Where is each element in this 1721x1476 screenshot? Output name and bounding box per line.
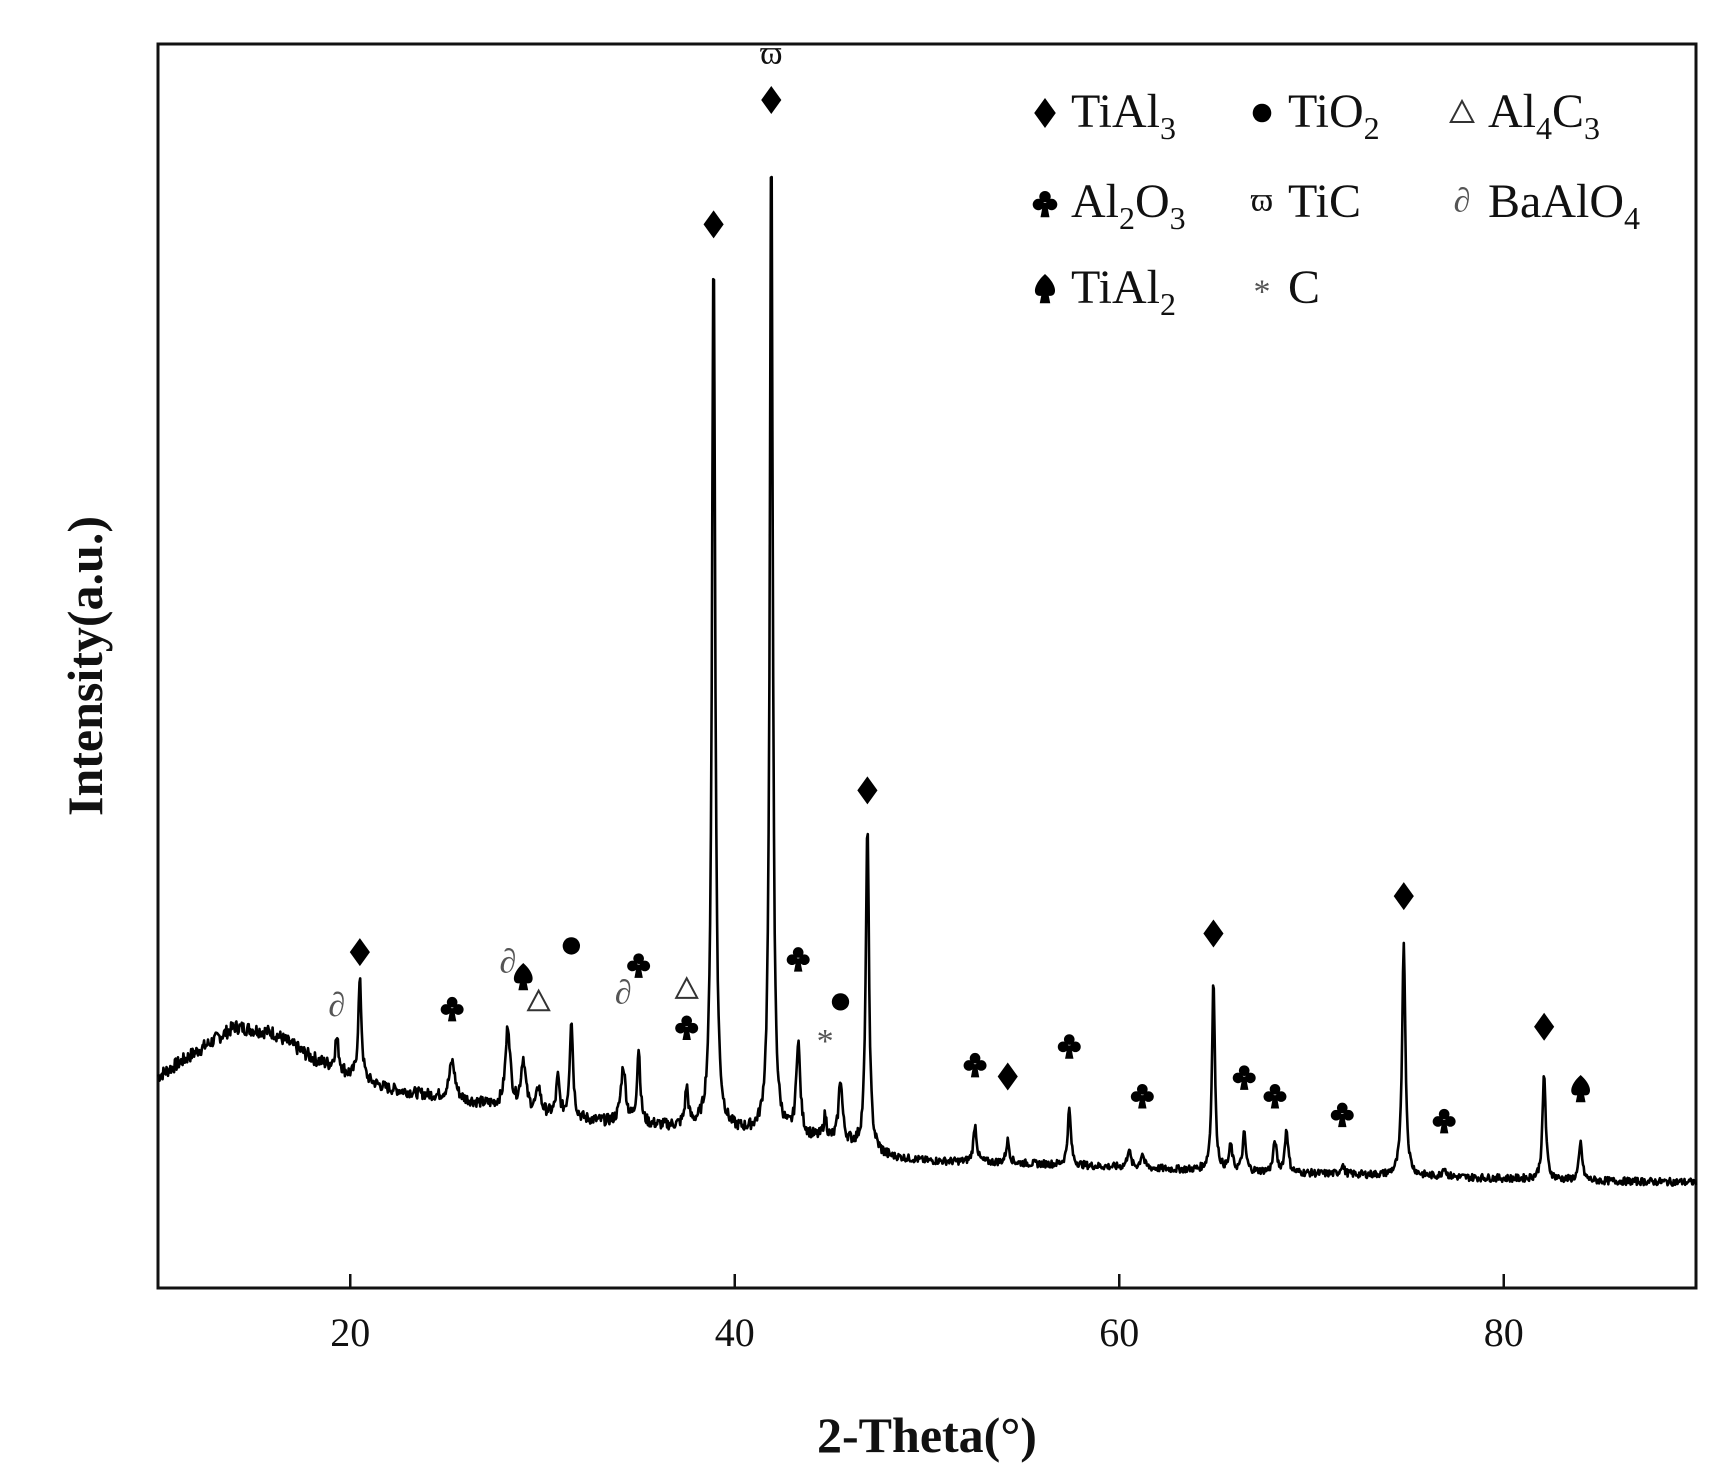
x-tick-label-40: 40 xyxy=(715,1310,755,1355)
peak-marker-varpi: ϖ xyxy=(760,34,782,71)
x-axis-ticks xyxy=(349,1274,1505,1288)
legend-label: TiO2 xyxy=(1288,85,1380,146)
legend-label: BaAlO4 xyxy=(1488,175,1640,236)
peak-marker-club xyxy=(1432,1108,1456,1134)
legend-item: TiO2 xyxy=(1252,85,1380,146)
legend-label: TiC xyxy=(1288,175,1361,228)
peak-marker-diamond xyxy=(1534,1012,1555,1041)
svg-text:∂: ∂ xyxy=(615,974,632,1011)
svg-text:∂: ∂ xyxy=(499,943,516,980)
peak-marker-partial: ∂ xyxy=(499,943,516,980)
peak-marker-circle xyxy=(831,993,850,1011)
peak-marker-diamond xyxy=(857,776,878,805)
legend-item: Al4C3 xyxy=(1449,85,1600,146)
legend-partial-icon: ∂ xyxy=(1454,182,1471,219)
svg-text:ϖ: ϖ xyxy=(760,34,782,71)
legend-item: TiAl2 xyxy=(1034,261,1176,322)
legend-label: Al4C3 xyxy=(1488,85,1600,146)
legend-item: ∂ BaAlO4 xyxy=(1454,175,1640,236)
legend-circle-icon xyxy=(1252,103,1272,123)
peak-marker-partial: ∂ xyxy=(615,974,632,1011)
legend-label: Al2O3 xyxy=(1071,175,1186,236)
legend-label: C xyxy=(1288,261,1320,314)
peak-marker-club xyxy=(963,1052,987,1078)
legend-diamond-icon xyxy=(1034,98,1056,128)
legend-varpi-icon: ϖ xyxy=(1251,182,1273,219)
peak-marker-diamond xyxy=(1203,919,1224,948)
x-tick-label-60: 60 xyxy=(1099,1310,1139,1355)
legend-club-icon xyxy=(1032,191,1058,218)
peak-marker-triangle-open xyxy=(526,988,551,1012)
svg-text:*: * xyxy=(1254,274,1271,311)
peak-marker-club xyxy=(440,996,464,1022)
y-axis-title: Intensity(a.u.) xyxy=(57,516,113,816)
svg-text:*: * xyxy=(817,1023,834,1060)
peak-marker-triangle-open xyxy=(674,976,699,999)
peak-marker-diamond xyxy=(1393,882,1414,911)
peak-marker-club xyxy=(675,1015,699,1041)
peak-marker-club xyxy=(1330,1102,1354,1128)
legend-label: TiAl3 xyxy=(1071,85,1176,146)
svg-text:∂: ∂ xyxy=(328,987,345,1024)
x-axis-title: 2-Theta(°) xyxy=(817,1407,1037,1463)
legend-item: ϖ TiC xyxy=(1251,175,1361,228)
peak-marker-spade xyxy=(1571,1074,1591,1103)
peak-marker-asterisk: * xyxy=(817,1023,834,1060)
peak-annotations: ∂ ∂ ∂ ϖ * xyxy=(328,34,1591,1134)
peak-marker-partial: ∂ xyxy=(328,987,345,1024)
legend-asterisk-icon: * xyxy=(1254,274,1271,311)
svg-text:ϖ: ϖ xyxy=(1251,182,1273,219)
peak-marker-club xyxy=(1057,1034,1081,1059)
legend-item: * C xyxy=(1254,261,1321,314)
peak-marker-club xyxy=(1130,1083,1154,1109)
peak-marker-club xyxy=(627,953,651,978)
peak-marker-diamond xyxy=(761,85,782,114)
svg-text:∂: ∂ xyxy=(1454,182,1471,219)
peak-marker-spade xyxy=(513,963,533,991)
peak-marker-diamond xyxy=(349,938,370,967)
x-tick-label-80: 80 xyxy=(1484,1310,1524,1355)
peak-marker-circle xyxy=(562,937,581,955)
peak-marker-club xyxy=(1232,1065,1256,1090)
plot-frame xyxy=(156,42,1698,1290)
legend-triangle-open-icon xyxy=(1449,98,1475,123)
legend-label: TiAl2 xyxy=(1071,261,1176,322)
legend-item: Al2O3 xyxy=(1032,175,1186,236)
xrd-pattern-line xyxy=(156,175,1698,1187)
legend-item: TiAl3 xyxy=(1034,85,1176,146)
peak-marker-diamond xyxy=(703,210,724,239)
peak-marker-diamond xyxy=(997,1062,1018,1091)
legend-spade-icon xyxy=(1034,274,1056,304)
peak-marker-club xyxy=(1263,1083,1287,1109)
x-axis-tick-labels: 20 40 60 80 xyxy=(330,1310,1524,1355)
peak-marker-club xyxy=(786,947,810,972)
x-tick-label-20: 20 xyxy=(330,1310,370,1355)
